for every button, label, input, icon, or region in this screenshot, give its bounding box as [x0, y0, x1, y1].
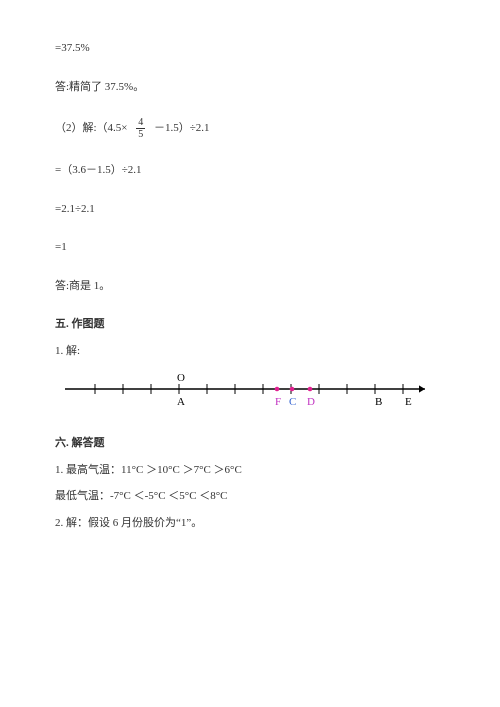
svg-text:B: B	[375, 396, 382, 408]
problem-2-line: （2）解:（4.5× 4 5 －1.5）÷2.1	[55, 117, 445, 140]
svg-text:C: C	[289, 396, 296, 408]
equation-line: =37.5%	[55, 40, 445, 57]
svg-text:D: D	[307, 396, 315, 408]
section-6-item-1b: 最低气温：-7°C ＜-5°C ＜5°C ＜8°C	[55, 488, 445, 505]
fraction-numerator: 4	[136, 117, 145, 129]
section-5-title: 五. 作图题	[55, 316, 445, 333]
answer-line: 答:商是 1。	[55, 278, 445, 295]
svg-text:O: O	[177, 372, 185, 384]
section-6-title: 六. 解答题	[55, 435, 445, 452]
section-6-item-1: 1. 最高气温：11°C ＞10°C ＞7°C ＞6°C	[55, 462, 445, 479]
fraction: 4 5	[136, 117, 145, 140]
fraction-denominator: 5	[136, 129, 145, 140]
equation-line: =（3.6－1.5）÷2.1	[55, 162, 445, 179]
equation-line: =2.1÷2.1	[55, 201, 445, 218]
equation-line: =1	[55, 239, 445, 256]
expr-prefix: （2）解:（4.5×	[55, 122, 128, 134]
expr-suffix: －1.5）÷2.1	[154, 122, 210, 134]
svg-text:A: A	[177, 396, 185, 408]
answer-line: 答:精简了 37.5%。	[55, 79, 445, 96]
svg-text:E: E	[405, 396, 412, 408]
section-6-item-2: 2. 解：假设 6 月份股价为“1”。	[55, 515, 445, 532]
number-line-figure: OA FCD B E	[55, 365, 445, 415]
svg-text:F: F	[275, 396, 281, 408]
section-5-item: 1. 解:	[55, 343, 445, 360]
